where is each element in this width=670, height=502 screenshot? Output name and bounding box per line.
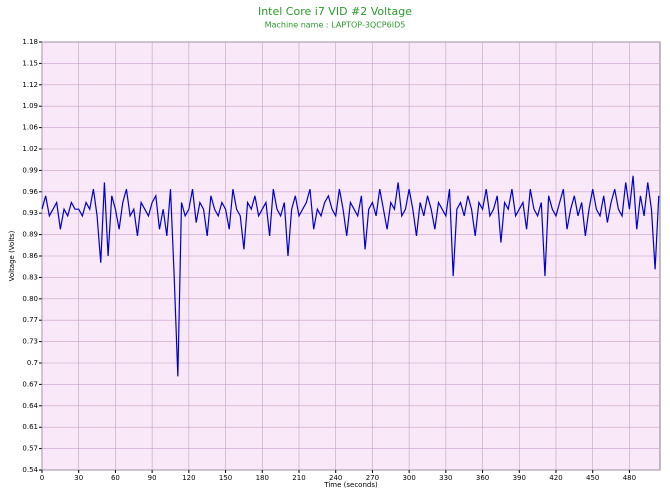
y-axis-label: Voltage (Volts) xyxy=(8,230,16,281)
y-tick-label: 1.02 xyxy=(22,145,38,153)
y-tick-label: 0.67 xyxy=(22,380,38,388)
y-tick-label: 0.99 xyxy=(22,166,38,174)
y-tick-label: 0.57 xyxy=(22,445,38,453)
y-tick-label: 0.64 xyxy=(22,402,38,410)
x-tick-label: 450 xyxy=(586,474,599,482)
x-tick-label: 150 xyxy=(219,474,232,482)
y-tick-label: 0.80 xyxy=(22,295,38,303)
x-tick-label: 240 xyxy=(329,474,342,482)
x-tick-label: 30 xyxy=(74,474,83,482)
x-tick-label: 330 xyxy=(439,474,452,482)
y-tick-label: 1.18 xyxy=(22,38,38,46)
y-tick-label: 0.61 xyxy=(22,423,38,431)
y-tick-label: 0.96 xyxy=(22,188,38,196)
x-tick-label: 0 xyxy=(40,474,44,482)
y-tick-label: 0.54 xyxy=(22,466,38,474)
chart-title: Intel Core i7 VID #2 Voltage xyxy=(258,5,412,18)
y-tick-label: 0.77 xyxy=(22,316,38,324)
y-tick-label: 1.15 xyxy=(22,59,38,67)
x-tick-label: 270 xyxy=(366,474,379,482)
y-tick-label: 0.89 xyxy=(22,231,38,239)
x-tick-label: 420 xyxy=(549,474,562,482)
y-tick-label: 0.86 xyxy=(22,252,38,260)
x-tick-label: 210 xyxy=(292,474,305,482)
line-series xyxy=(41,175,660,377)
x-tick-label: 120 xyxy=(182,474,195,482)
chart-subtitle: Machine name : LAPTOP-3QCP6ID5 xyxy=(265,21,406,30)
x-axis-label: Time (seconds) xyxy=(323,481,378,489)
x-tick-label: 360 xyxy=(476,474,489,482)
y-tick-label: 1.06 xyxy=(22,124,38,132)
y-tick-label: 0.93 xyxy=(22,209,38,217)
y-tick-label: 1.09 xyxy=(22,102,38,110)
y-tick-label: 0.7 xyxy=(27,359,38,367)
x-tick-label: 60 xyxy=(111,474,120,482)
x-tick-label: 480 xyxy=(623,474,636,482)
x-tick-label: 90 xyxy=(148,474,157,482)
y-tick-label: 0.83 xyxy=(22,273,38,281)
x-tick-label: 390 xyxy=(513,474,526,482)
y-tick-label: 1.12 xyxy=(22,81,38,89)
y-tick-label: 0.73 xyxy=(22,338,38,346)
x-tick-label: 300 xyxy=(402,474,415,482)
x-tick-label: 180 xyxy=(256,474,269,482)
